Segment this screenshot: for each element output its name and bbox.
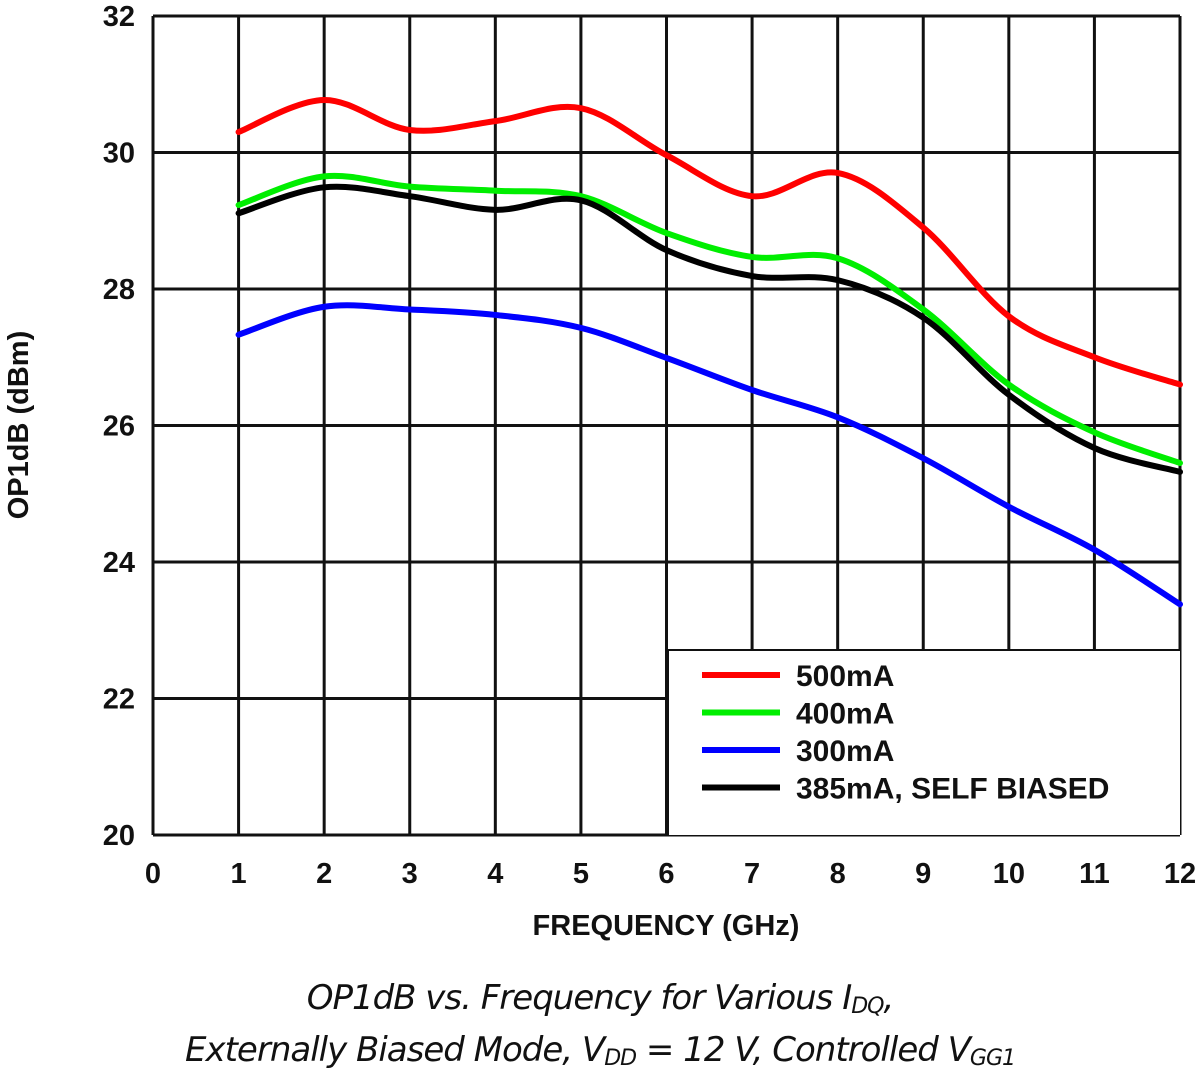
caption-text: Externally Biased Mode, V bbox=[185, 1030, 605, 1070]
series-line-500mA bbox=[235, 96, 1183, 388]
x-tick-label: 2 bbox=[316, 858, 332, 890]
caption-text: , bbox=[883, 978, 895, 1018]
caption-subscript: GG1 bbox=[969, 1046, 1016, 1071]
legend-label: 500mA bbox=[796, 660, 894, 693]
legend-box bbox=[668, 650, 1180, 835]
x-tick-label: 11 bbox=[1079, 858, 1110, 890]
x-tick-label: 5 bbox=[573, 858, 589, 890]
caption-line-1: OP1dB vs. Frequency for Various IDQ, bbox=[0, 978, 1200, 1019]
x-tick-label: 6 bbox=[658, 858, 674, 890]
x-tick-label: 0 bbox=[145, 858, 161, 890]
caption-text: OP1dB vs. Frequency for Various I bbox=[306, 978, 853, 1018]
y-tick-label: 26 bbox=[103, 411, 135, 443]
series-lines bbox=[235, 96, 1183, 608]
x-tick-label: 3 bbox=[402, 858, 418, 890]
legend-label: 400mA bbox=[796, 698, 894, 731]
series-line-400mA bbox=[235, 172, 1183, 467]
x-tick-label: 1 bbox=[231, 858, 247, 890]
legend-label: 385mA, SELF BIASED bbox=[796, 773, 1109, 806]
y-tick-label: 32 bbox=[103, 1, 135, 33]
caption-text: = 12 V, Controlled V bbox=[636, 1030, 971, 1070]
y-axis-label: OP1dB (dBm) bbox=[3, 331, 35, 520]
y-tick-label: 22 bbox=[103, 684, 135, 716]
legend-label: 300mA bbox=[796, 735, 894, 768]
x-tick-label: 12 bbox=[1164, 858, 1196, 890]
x-tick-label: 10 bbox=[993, 858, 1025, 890]
x-tick-label: 7 bbox=[744, 858, 760, 890]
y-tick-label: 20 bbox=[103, 820, 135, 852]
x-axis-label: FREQUENCY (GHz) bbox=[533, 910, 800, 942]
y-tick-label: 30 bbox=[103, 138, 135, 170]
legend: 500mA 400mA 300mA 385mA, SELF BIASED bbox=[667, 649, 1180, 835]
series-line-300mA bbox=[235, 302, 1183, 608]
series-line-385mA bbox=[235, 183, 1183, 475]
x-tick-label: 4 bbox=[487, 858, 503, 890]
caption-subscript: DD bbox=[604, 1046, 637, 1071]
caption-subscript: DQ bbox=[851, 994, 884, 1019]
y-tick-label: 28 bbox=[103, 274, 135, 306]
caption-line-2: Externally Biased Mode, VDD = 12 V, Cont… bbox=[0, 1030, 1200, 1071]
y-tick-label: 24 bbox=[103, 547, 135, 579]
x-tick-label: 8 bbox=[830, 858, 846, 890]
x-tick-label: 9 bbox=[915, 858, 931, 890]
